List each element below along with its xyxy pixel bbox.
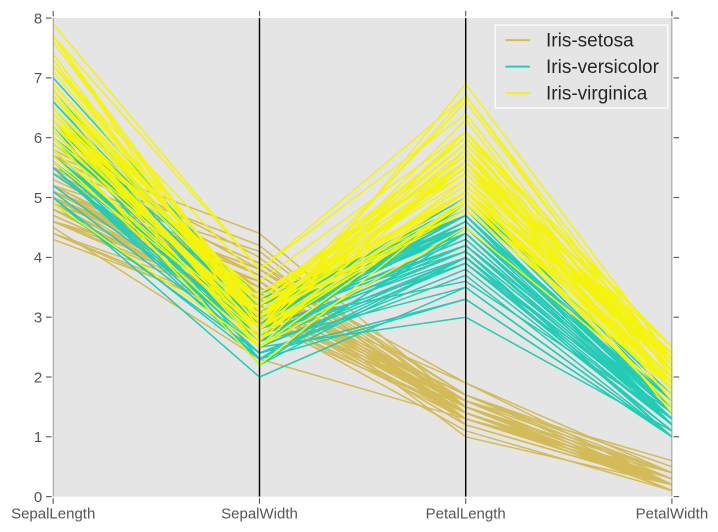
svg-text:SepalLength: SepalLength	[11, 506, 95, 523]
svg-text:Iris-versicolor: Iris-versicolor	[546, 57, 660, 78]
svg-text:2: 2	[34, 369, 42, 386]
svg-text:4: 4	[34, 250, 42, 267]
svg-text:Iris-virginica: Iris-virginica	[546, 84, 648, 105]
svg-text:PetalWidth: PetalWidth	[636, 506, 709, 523]
svg-text:0: 0	[34, 489, 42, 506]
svg-text:1: 1	[34, 429, 42, 446]
svg-text:5: 5	[34, 190, 42, 207]
svg-text:8: 8	[34, 10, 42, 27]
svg-text:Iris-setosa: Iris-setosa	[546, 31, 634, 52]
svg-text:6: 6	[34, 130, 42, 147]
svg-text:PetalLength: PetalLength	[426, 506, 506, 523]
svg-text:3: 3	[34, 310, 42, 327]
svg-text:7: 7	[34, 70, 42, 87]
svg-text:SepalWidth: SepalWidth	[221, 506, 298, 523]
